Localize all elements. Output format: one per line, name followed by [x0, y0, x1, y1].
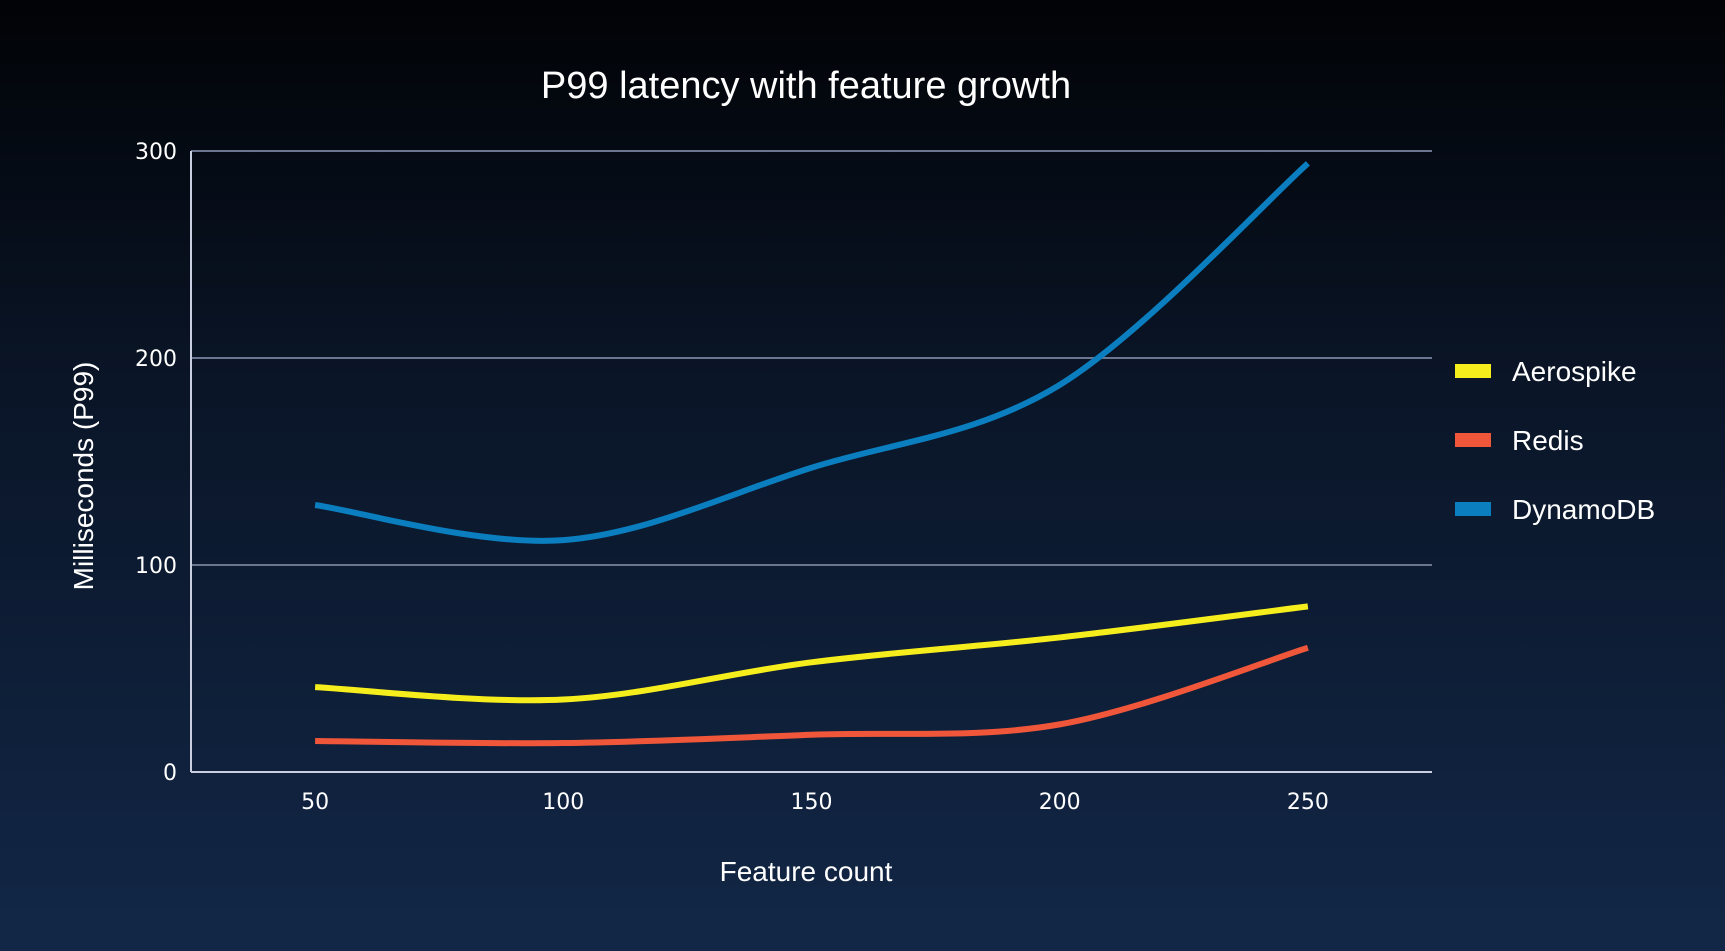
x-tick-label: 150 — [791, 790, 833, 815]
x-tick-label: 100 — [542, 790, 584, 815]
legend: Aerospike Redis DynamoDB — [1455, 356, 1655, 525]
legend-item-dynamodb: DynamoDB — [1455, 494, 1655, 525]
chart-title: P99 latency with feature growth — [541, 65, 1071, 107]
series-line-dynamodb — [314, 161, 1310, 544]
y-tick-label: 0 — [163, 761, 177, 786]
axes — [190, 151, 1432, 773]
y-axis-ticks: 0 100 200 300 — [135, 140, 177, 786]
legend-swatch — [1455, 502, 1491, 516]
y-tick-label: 100 — [135, 554, 177, 579]
y-tick-label: 300 — [135, 140, 177, 165]
legend-label: Redis — [1512, 425, 1584, 456]
legend-label: Aerospike — [1512, 356, 1637, 387]
x-tick-label: 250 — [1287, 790, 1329, 815]
legend-swatch — [1455, 433, 1491, 447]
legend-item-aerospike: Aerospike — [1455, 356, 1637, 387]
legend-label: DynamoDB — [1512, 494, 1655, 525]
series-line-aerospike — [314, 603, 1309, 704]
series-line-redis — [315, 644, 1309, 747]
x-tick-label: 200 — [1039, 790, 1081, 815]
legend-item-redis: Redis — [1455, 425, 1584, 456]
series-lines — [314, 161, 1310, 747]
x-axis-label: Feature count — [720, 856, 893, 887]
y-tick-label: 200 — [135, 347, 177, 372]
legend-swatch — [1455, 364, 1491, 378]
y-axis-label: Milliseconds (P99) — [68, 362, 99, 591]
x-axis-ticks: 50 100 150 200 250 — [301, 790, 1329, 815]
gridlines — [191, 150, 1432, 566]
x-tick-label: 50 — [301, 790, 329, 815]
